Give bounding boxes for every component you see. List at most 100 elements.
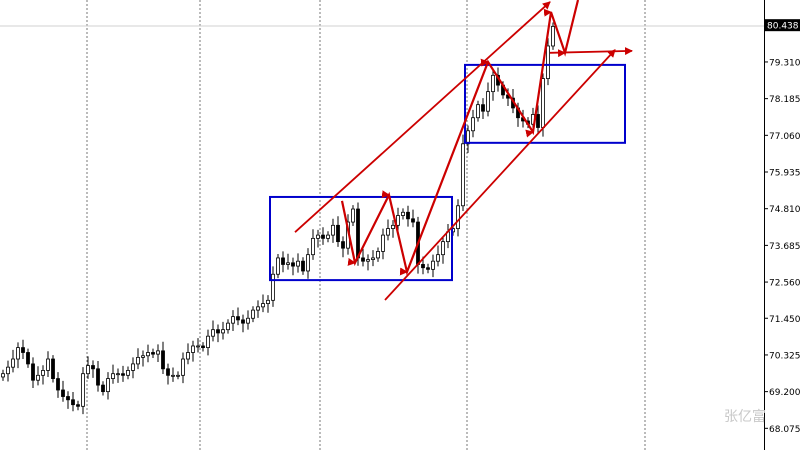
candle-bull bbox=[46, 358, 50, 371]
y-tick-label: 79.310 bbox=[769, 58, 800, 68]
candle-bull bbox=[386, 228, 390, 236]
candle-bull bbox=[156, 350, 160, 355]
candle-bull bbox=[41, 370, 45, 376]
candle-bull bbox=[491, 74, 495, 93]
candle-bull bbox=[246, 317, 250, 324]
candle-bull bbox=[541, 78, 545, 128]
candle-bull bbox=[371, 257, 375, 260]
candle-bull bbox=[441, 241, 445, 256]
candle-bull bbox=[146, 352, 150, 357]
candle-bull bbox=[456, 205, 460, 229]
candle-bull bbox=[256, 306, 260, 311]
candle-bear bbox=[61, 389, 65, 397]
candle-bull bbox=[311, 237, 315, 256]
candle-bull bbox=[191, 345, 195, 353]
y-tick-label: 71.450 bbox=[769, 315, 800, 325]
candles bbox=[1, 22, 555, 415]
candle-bear bbox=[411, 218, 415, 223]
candle-bull bbox=[16, 347, 20, 360]
candle-bear bbox=[536, 114, 540, 128]
candle-bear bbox=[281, 257, 285, 265]
y-tick-label: 73.685 bbox=[769, 242, 800, 252]
candle-bull bbox=[276, 257, 280, 275]
candle-bull bbox=[551, 26, 555, 47]
y-tick-label: 74.810 bbox=[769, 205, 800, 215]
candle-bull bbox=[331, 224, 335, 236]
y-tick-label: 68.075 bbox=[769, 425, 800, 435]
candle-bear bbox=[56, 378, 60, 391]
candle-bear bbox=[166, 368, 170, 376]
trend-line-arrow bbox=[549, 47, 633, 56]
candle-bull bbox=[211, 329, 215, 337]
candle-bull bbox=[11, 358, 15, 368]
candle-bull bbox=[6, 366, 10, 375]
candle-bull bbox=[461, 143, 465, 207]
zigzag-path bbox=[340, 0, 580, 276]
candle-bear bbox=[96, 368, 100, 386]
current-price-badge bbox=[765, 19, 800, 32]
candle-bear bbox=[341, 241, 345, 249]
candle-bull bbox=[376, 251, 380, 259]
candle-bear bbox=[66, 396, 70, 401]
candle-bear bbox=[481, 104, 485, 112]
price-axis: 80.438 79.310 78.185 77.060 75.935 74.810 73.6… bbox=[764, 19, 800, 435]
candle-bull bbox=[106, 378, 110, 393]
candle-bear bbox=[216, 329, 220, 334]
candle-bear bbox=[101, 384, 105, 393]
candle-bear bbox=[291, 262, 295, 267]
candle-bull bbox=[251, 309, 255, 319]
candle-bear bbox=[151, 352, 155, 355]
watermark: 张亿富 bbox=[724, 409, 766, 425]
candle-bear bbox=[76, 404, 80, 407]
candle-bear bbox=[356, 208, 360, 259]
candle-bear bbox=[31, 363, 35, 381]
candle-bull bbox=[286, 262, 290, 265]
candle-bull bbox=[176, 374, 180, 377]
candle-bear bbox=[51, 358, 55, 379]
candle-bear bbox=[421, 264, 425, 269]
candle-bull bbox=[141, 355, 145, 358]
candle-bear bbox=[241, 319, 245, 324]
y-tick-label: 70.325 bbox=[769, 351, 800, 361]
candle-bull bbox=[206, 335, 210, 349]
candle-bear bbox=[361, 257, 365, 262]
candle-bear bbox=[26, 352, 30, 365]
trend-line-arrow bbox=[384, 49, 616, 301]
candle-bull bbox=[366, 259, 370, 262]
candle-bull bbox=[476, 104, 480, 119]
candle-bull bbox=[261, 303, 265, 308]
candle-bear bbox=[91, 365, 95, 370]
candle-bull bbox=[136, 356, 140, 365]
candle-bull bbox=[396, 215, 400, 226]
candle-bull bbox=[266, 299, 270, 304]
candle-bull bbox=[381, 234, 385, 252]
current-price-label: 80.438 bbox=[767, 22, 799, 32]
candle-bull bbox=[391, 224, 395, 229]
candle-bull bbox=[231, 316, 235, 324]
candle-bear bbox=[236, 316, 240, 321]
candle-bear bbox=[336, 224, 340, 243]
candle-bull bbox=[36, 374, 40, 381]
candle-bull bbox=[486, 91, 490, 112]
candle-bull bbox=[181, 358, 185, 376]
time-grid bbox=[86, 0, 646, 450]
candle-bull bbox=[111, 373, 115, 379]
candle-bull bbox=[326, 234, 330, 239]
candle-bull bbox=[471, 117, 475, 132]
candle-bear bbox=[161, 350, 165, 370]
candle-bull bbox=[546, 45, 550, 79]
candle-bull bbox=[401, 211, 405, 216]
y-tick-label: 75.935 bbox=[769, 169, 800, 179]
annotations bbox=[269, 0, 633, 301]
candle-bull bbox=[436, 254, 440, 262]
candle-bull bbox=[171, 374, 175, 377]
candle-bull bbox=[221, 329, 225, 334]
candle-bear bbox=[426, 267, 430, 270]
candle-bull bbox=[431, 260, 435, 270]
candle-bull bbox=[226, 322, 230, 331]
candle-bull bbox=[126, 370, 130, 376]
candle-bull bbox=[86, 365, 90, 375]
y-tick-label: 69.200 bbox=[769, 388, 800, 398]
candle-bear bbox=[21, 347, 25, 353]
